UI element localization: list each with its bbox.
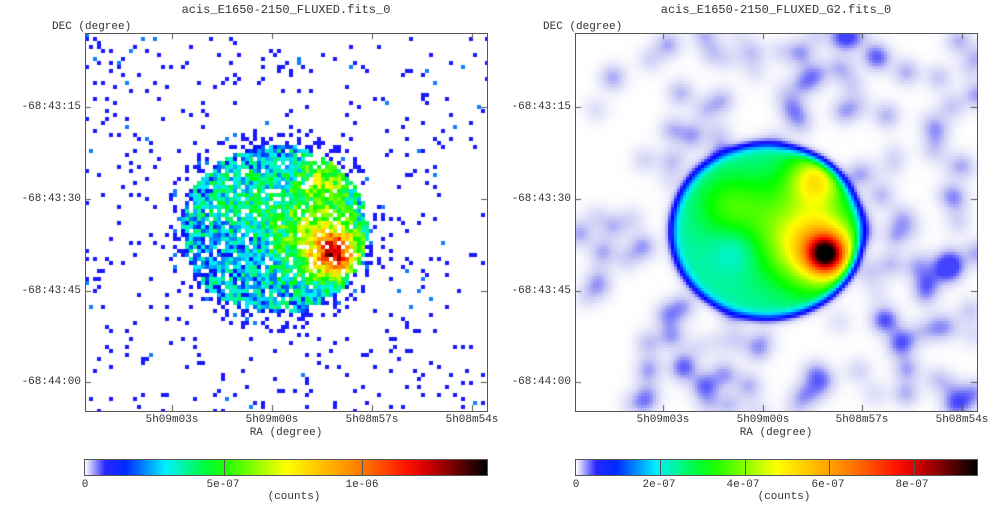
left-x-tick: 5h09m03s	[145, 414, 199, 426]
right-colorbar-tick: 0	[572, 479, 580, 491]
right-y-tick: -68:44:00	[511, 376, 571, 388]
left-x-tick: 5h08m54s	[445, 414, 499, 426]
left-y-tick: -68:43:30	[21, 193, 81, 205]
right-plot-title: acis_E1650-2150_FLUXED_G2.fits_0	[660, 3, 892, 17]
right-x-tick: 5h08m57s	[835, 414, 889, 426]
right-colorbar-tick: 2e-07	[642, 479, 676, 491]
left-colorbar	[84, 459, 488, 476]
left-plot-title: acis_E1650-2150_FLUXED.fits_0	[181, 3, 391, 17]
left-colorbar-label: (counts)	[267, 491, 321, 503]
left-plot-frame	[85, 33, 488, 412]
colorbar-tick-line	[362, 460, 364, 475]
right-colorbar-tick: 4e-07	[726, 479, 760, 491]
colorbar-tick-line	[913, 460, 915, 475]
left-colorbar-tick: 0	[81, 479, 89, 491]
right-colorbar-tick: 8e-07	[895, 479, 929, 491]
right-x-tick: 5h09m03s	[636, 414, 690, 426]
colorbar-tick-line	[223, 460, 225, 475]
right-image-smoothed[interactable]	[575, 33, 977, 411]
right-x-axis-label: RA (degree)	[739, 427, 813, 439]
left-x-axis-label: RA (degree)	[249, 427, 323, 439]
right-colorbar-label: (counts)	[757, 491, 811, 503]
right-colorbar	[575, 459, 978, 476]
left-colorbar-tick: 1e-06	[345, 479, 379, 491]
left-x-tick: 5h08m57s	[345, 414, 399, 426]
left-y-tick: -68:43:45	[21, 285, 81, 297]
right-x-tick: 5h09m00s	[736, 414, 790, 426]
colorbar-tick-line	[660, 460, 662, 475]
right-y-tick: -68:43:45	[511, 285, 571, 297]
right-y-tick: -68:43:30	[511, 193, 571, 205]
left-image-raw[interactable]	[85, 33, 487, 411]
right-y-tick: -68:43:15	[511, 101, 571, 113]
right-x-tick: 5h08m54s	[935, 414, 989, 426]
colorbar-tick-line	[829, 460, 831, 475]
left-y-axis-label: DEC (degree)	[52, 21, 132, 33]
right-colorbar-tick: 6e-07	[811, 479, 845, 491]
left-x-tick: 5h09m00s	[245, 414, 299, 426]
right-y-axis-label: DEC (degree)	[543, 21, 623, 33]
colorbar-tick-line	[744, 460, 746, 475]
left-y-tick: -68:43:15	[21, 101, 81, 113]
right-plot-frame	[575, 33, 978, 412]
left-y-tick: -68:44:00	[21, 376, 81, 388]
left-colorbar-tick: 5e-07	[206, 479, 240, 491]
